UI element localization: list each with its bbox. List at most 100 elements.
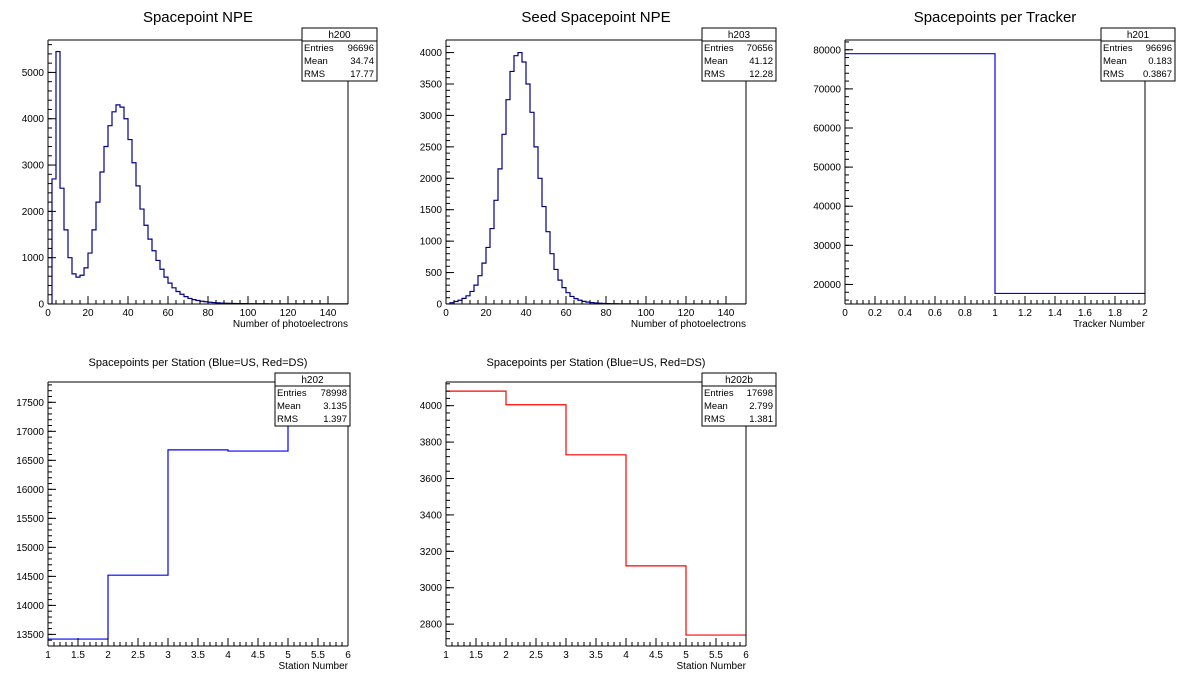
x-axis-label: Station Number [279, 661, 349, 672]
y-tick-label: 5000 [22, 68, 45, 79]
x-tick-label: 5 [285, 650, 291, 661]
histogram-series [446, 390, 746, 636]
x-tick-label: 6 [345, 650, 351, 661]
x-tick-label: 4 [623, 650, 629, 661]
histogram-series [446, 51, 746, 304]
y-tick-label: 1500 [420, 205, 443, 216]
y-tick-label: 2000 [420, 174, 443, 185]
x-tick-label: 6 [743, 650, 749, 661]
stats-key: Mean [1103, 56, 1127, 67]
stats-key: Entries [1103, 43, 1133, 54]
x-axis-label: Number of photoelectrons [631, 319, 746, 330]
stats-name: h201 [1127, 30, 1150, 41]
y-tick-label: 3000 [420, 583, 443, 594]
x-axis-label: Number of photoelectrons [233, 319, 348, 330]
y-tick-label: 17000 [16, 427, 44, 438]
stats-box: h203 Entries 70656 Mean 41.12 RMS 12.28 [701, 27, 777, 82]
y-tick-label: 30000 [813, 241, 841, 252]
stats-box: h202 Entries 78998 Mean 3.135 RMS 1.397 [274, 372, 351, 427]
y-tick-label: 20000 [813, 280, 841, 291]
x-tick-label: 3 [563, 650, 569, 661]
x-tick-label: 0.6 [928, 308, 942, 319]
stats-key: Mean [277, 401, 301, 412]
x-tick-label: 1.5 [469, 650, 483, 661]
histogram-series [48, 390, 348, 640]
y-tick-label: 13500 [16, 630, 44, 641]
stats-key: RMS [304, 69, 325, 80]
chart-p5: Spacepoints per Station (Blue=US, Red=DS… [420, 357, 777, 672]
y-tick-label: 4000 [420, 401, 443, 412]
stats-value: 2.799 [749, 401, 773, 412]
x-tick-label: 0.4 [898, 308, 912, 319]
y-tick-label: 60000 [813, 124, 841, 135]
chart-title: Seed Spacepoint NPE [521, 9, 670, 26]
stats-value: 34.74 [350, 56, 374, 67]
chart-title: Spacepoints per Tracker [914, 9, 1077, 26]
x-tick-label: 120 [678, 308, 695, 319]
chart-p2: Seed Spacepoint NPE 0 20 40 60 80 100 120 140 0 50… [420, 9, 777, 330]
stats-name: h202b [725, 375, 753, 386]
x-tick-label: 4.5 [649, 650, 663, 661]
x-tick-label: 1 [992, 308, 998, 319]
x-tick-label: 4 [225, 650, 231, 661]
x-tick-label: 2 [105, 650, 111, 661]
stats-box-frame [701, 372, 777, 427]
y-tick-label: 3600 [420, 474, 443, 485]
stats-key: RMS [704, 69, 725, 80]
x-tick-label: 0.2 [868, 308, 882, 319]
x-tick-label: 20 [82, 308, 94, 319]
x-tick-label: 1 [443, 650, 449, 661]
x-tick-label: 3.5 [589, 650, 603, 661]
stats-value: 3.135 [323, 401, 347, 412]
x-tick-label: 140 [320, 308, 337, 319]
y-tick-label: 14000 [16, 601, 44, 612]
y-tick-label: 40000 [813, 202, 841, 213]
stats-key: Mean [704, 401, 728, 412]
y-tick-label: 500 [425, 268, 442, 279]
y-tick-label: 3800 [420, 438, 443, 449]
histogram-series [845, 53, 1145, 295]
y-tick-label: 1000 [22, 253, 45, 264]
stats-key: Mean [304, 56, 328, 67]
x-tick-label: 40 [122, 308, 134, 319]
x-tick-label: 0.8 [958, 308, 972, 319]
x-tick-label: 2 [1142, 308, 1148, 319]
y-tick-label: 4000 [22, 114, 45, 125]
y-tick-label: 80000 [813, 45, 841, 56]
x-tick-label: 4.5 [251, 650, 265, 661]
y-tick-label: 0 [436, 300, 442, 311]
stats-value: 96696 [1146, 43, 1172, 54]
x-tick-label: 100 [638, 308, 655, 319]
x-tick-label: 1.2 [1018, 308, 1032, 319]
y-tick-label: 14500 [16, 572, 44, 583]
y-tick-label: 2000 [22, 207, 45, 218]
x-tick-label: 5.5 [311, 650, 325, 661]
stats-value: 0.3867 [1143, 69, 1172, 80]
stats-value: 78998 [321, 388, 347, 399]
y-tick-label: 4000 [420, 48, 443, 59]
x-tick-label: 0 [842, 308, 848, 319]
stats-value: 70656 [747, 43, 773, 54]
x-tick-label: 40 [520, 308, 532, 319]
y-tick-label: 15000 [16, 543, 44, 554]
y-tick-label: 17500 [16, 398, 44, 409]
x-tick-label: 2.5 [131, 650, 145, 661]
stats-box: h200 Entries 96696 Mean 34.74 RMS 17.77 [301, 27, 378, 82]
y-tick-label: 16500 [16, 456, 44, 467]
x-tick-label: 3.5 [191, 650, 205, 661]
stats-value: 12.28 [749, 69, 773, 80]
x-tick-label: 100 [240, 308, 257, 319]
y-tick-label: 50000 [813, 163, 841, 174]
x-tick-label: 2 [503, 650, 509, 661]
chart-p1: Spacepoint NPE 0 20 40 60 80 100 120 140 0 1000 200… [22, 9, 378, 330]
x-axis-label: Tracker Number [1073, 319, 1146, 330]
y-tick-label: 3400 [420, 510, 443, 521]
x-tick-label: 1.8 [1108, 308, 1122, 319]
x-tick-label: 0 [45, 308, 51, 319]
y-tick-label: 15500 [16, 514, 44, 525]
stats-key: RMS [1103, 69, 1124, 80]
x-axis-label: Station Number [677, 661, 747, 672]
chart-title: Spacepoint NPE [143, 9, 253, 26]
stats-key: RMS [704, 414, 725, 425]
stats-value: 17698 [747, 388, 773, 399]
